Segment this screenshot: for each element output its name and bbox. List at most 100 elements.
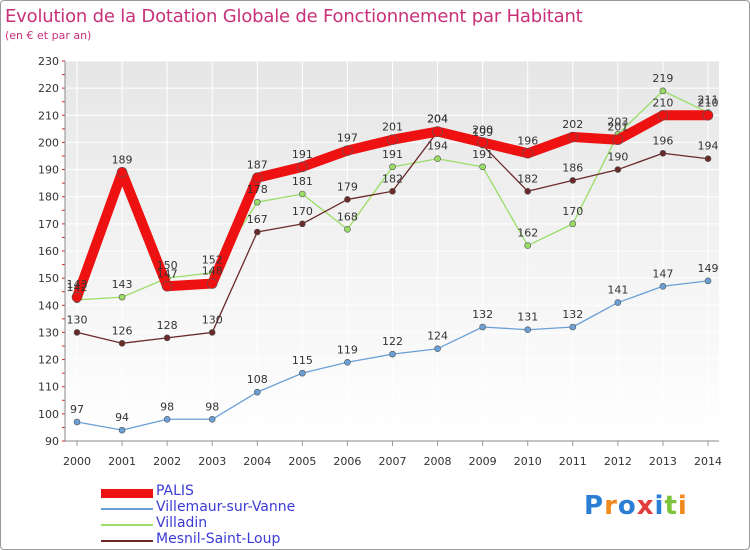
data-label: 131 bbox=[517, 311, 538, 324]
data-point bbox=[612, 134, 624, 146]
x-tick-label: 2009 bbox=[469, 455, 497, 468]
data-label: 170 bbox=[562, 205, 583, 218]
data-label: 204 bbox=[427, 113, 448, 126]
data-label: 162 bbox=[517, 227, 538, 240]
data-label: 147 bbox=[652, 267, 673, 280]
data-point bbox=[342, 145, 353, 156]
data-point bbox=[567, 131, 579, 143]
data-point bbox=[253, 228, 261, 236]
y-tick-label: 230 bbox=[38, 55, 59, 68]
data-label: 132 bbox=[562, 308, 583, 321]
data-label: 191 bbox=[472, 148, 493, 161]
x-tick-label: 2005 bbox=[288, 455, 316, 468]
data-point bbox=[522, 147, 534, 159]
data-point bbox=[659, 87, 667, 95]
legend-label: Villemaur-sur-Vanne bbox=[156, 499, 296, 515]
data-point bbox=[479, 163, 486, 171]
data-point bbox=[569, 220, 577, 228]
data-point bbox=[569, 177, 577, 184]
data-label: 200 bbox=[472, 123, 493, 136]
data-label: 126 bbox=[112, 324, 133, 337]
data-point bbox=[253, 198, 261, 206]
data-point bbox=[389, 187, 396, 195]
y-tick-label: 90 bbox=[45, 435, 59, 448]
y-tick-label: 100 bbox=[38, 408, 59, 421]
data-point bbox=[118, 293, 126, 301]
data-point bbox=[614, 299, 622, 306]
legend-label: Villadin bbox=[156, 515, 208, 531]
data-label: 167 bbox=[247, 213, 268, 226]
data-label: 181 bbox=[292, 175, 313, 188]
data-label: 203 bbox=[607, 115, 628, 128]
data-label: 189 bbox=[112, 153, 133, 166]
data-point bbox=[524, 242, 532, 249]
legend-item: Mesnil-Saint-Loup bbox=[101, 531, 401, 549]
data-label: 98 bbox=[205, 400, 219, 413]
data-label: 219 bbox=[652, 72, 673, 85]
legend-swatch bbox=[101, 508, 153, 510]
logo-letter: P bbox=[584, 491, 605, 521]
data-label: 124 bbox=[427, 330, 448, 343]
data-point bbox=[704, 155, 712, 163]
data-label: 147 bbox=[157, 267, 178, 280]
data-point bbox=[208, 329, 216, 336]
data-point bbox=[344, 225, 351, 233]
x-tick-label: 2003 bbox=[198, 455, 226, 468]
data-point bbox=[73, 329, 81, 336]
data-point bbox=[657, 109, 669, 121]
data-label: 182 bbox=[517, 172, 538, 185]
data-label: 194 bbox=[427, 140, 448, 153]
data-point bbox=[524, 187, 532, 195]
data-point bbox=[704, 277, 712, 285]
logo-letter: i bbox=[677, 491, 688, 521]
data-point bbox=[73, 418, 81, 426]
x-tick-label: 2014 bbox=[694, 455, 722, 468]
chart-title: Evolution de la Dotation Globale de Fonc… bbox=[5, 6, 583, 27]
data-point bbox=[251, 172, 263, 184]
x-tick-label: 2001 bbox=[108, 455, 136, 468]
x-tick-label: 2006 bbox=[333, 455, 361, 468]
legend-label: Mesnil-Saint-Loup bbox=[156, 531, 281, 547]
data-point bbox=[614, 166, 622, 173]
logo-letter: o bbox=[617, 491, 637, 521]
data-label: 204 bbox=[427, 113, 448, 126]
legend-item: PALIS bbox=[101, 483, 401, 501]
y-tick-label: 150 bbox=[38, 272, 59, 285]
data-point bbox=[299, 190, 306, 198]
data-label: 128 bbox=[157, 319, 178, 332]
line-chart: 90 100 110 120 130 140 150 160 170 180 190 200 210 22… bbox=[38, 55, 722, 468]
data-label: 196 bbox=[517, 134, 538, 147]
data-point bbox=[389, 350, 396, 358]
data-label: 141 bbox=[607, 284, 628, 297]
data-label: 115 bbox=[292, 354, 313, 367]
x-tick-label: 2008 bbox=[424, 455, 452, 468]
data-label: 190 bbox=[607, 151, 628, 164]
data-point bbox=[118, 339, 126, 347]
data-point bbox=[659, 149, 667, 157]
data-label: 187 bbox=[247, 159, 268, 172]
y-tick-label: 170 bbox=[38, 218, 59, 231]
data-point bbox=[659, 282, 667, 290]
data-point bbox=[161, 280, 173, 292]
data-label: 143 bbox=[112, 278, 133, 291]
data-label: 182 bbox=[382, 172, 403, 185]
data-point bbox=[299, 220, 306, 228]
data-label: 197 bbox=[337, 132, 358, 145]
data-label: 132 bbox=[472, 308, 493, 321]
data-label: 130 bbox=[202, 313, 223, 326]
data-point bbox=[477, 137, 488, 148]
data-point bbox=[118, 426, 126, 434]
y-tick-label: 200 bbox=[38, 136, 59, 149]
data-point bbox=[208, 415, 216, 423]
data-label: 130 bbox=[67, 313, 88, 326]
legend-item: Villadin bbox=[101, 515, 401, 533]
legend-swatch bbox=[101, 488, 153, 498]
y-tick-label: 140 bbox=[38, 299, 59, 312]
data-label: 191 bbox=[382, 148, 403, 161]
data-label: 194 bbox=[698, 140, 719, 153]
x-tick-label: 2011 bbox=[559, 455, 587, 468]
data-point bbox=[299, 369, 306, 377]
logo-letter: x bbox=[636, 491, 655, 521]
logo-letter: i bbox=[654, 491, 665, 521]
data-point bbox=[344, 196, 351, 203]
